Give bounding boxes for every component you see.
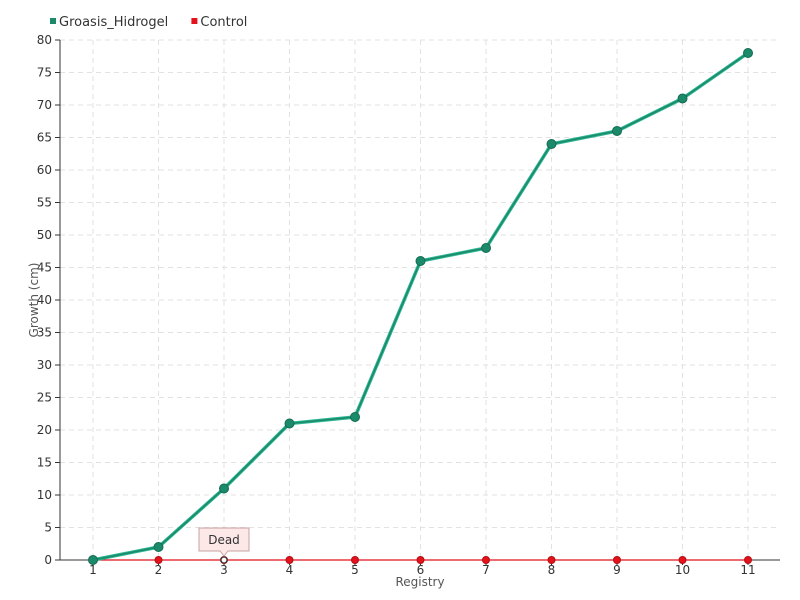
x-tick-label: 6: [417, 563, 425, 577]
legend: Groasis_Hidrogel Control: [50, 15, 247, 30]
annotation-tooltip: Dead: [198, 527, 250, 564]
label-layer: Registry Growth (cm): [27, 263, 445, 589]
x-axis-title: Registry: [395, 575, 444, 589]
legend-swatch: [191, 18, 198, 24]
y-tick-label: 30: [37, 358, 52, 372]
legend-label: Control: [200, 15, 247, 30]
data-point: [743, 48, 753, 58]
x-tick-label: 3: [220, 563, 228, 577]
data-point: [219, 483, 229, 494]
data-point: [677, 93, 688, 104]
y-tick-label: 45: [37, 261, 52, 275]
data-point: [482, 556, 490, 564]
x-tick-label: 10: [675, 563, 690, 577]
x-tick-label: 9: [613, 563, 621, 577]
x-tick-label: 1: [89, 563, 97, 577]
legend-swatch: [50, 18, 56, 24]
y-tick-label: 70: [37, 98, 52, 112]
data-point: [153, 542, 164, 552]
y-tick-label: 15: [37, 456, 52, 470]
data-point: [285, 556, 294, 564]
annotation-layer: Dead: [198, 527, 250, 564]
y-tick-label: 65: [37, 131, 52, 145]
y-tick-label: 0: [44, 553, 52, 567]
y-tick-label: 75: [37, 66, 52, 80]
data-point: [284, 418, 295, 429]
data-point: [678, 556, 687, 564]
tooltip-text: Dead: [208, 533, 240, 547]
data-point: [547, 556, 556, 564]
x-tick-label: 4: [286, 563, 294, 577]
data-point: [415, 256, 426, 266]
x-tick-label: 2: [155, 563, 163, 577]
y-tick-label: 50: [37, 228, 52, 242]
x-tick-label: 7: [482, 563, 490, 577]
x-tick-label: 5: [351, 563, 359, 577]
grid-layer: [60, 39, 780, 560]
data-point: [612, 126, 622, 136]
data-point: [744, 556, 752, 564]
annotation-marker: [220, 556, 228, 564]
data-point: [351, 556, 359, 564]
x-tick-label: 11: [740, 563, 755, 577]
data-point: [154, 556, 163, 564]
data-point: [350, 412, 360, 422]
data-point: [416, 556, 425, 564]
y-tick-label: 25: [37, 391, 52, 405]
data-point: [88, 555, 98, 565]
y-tick-label: 55: [37, 196, 52, 210]
y-tick-label: 60: [37, 163, 52, 177]
y-tick-label: 80: [37, 33, 52, 47]
y-tick-label: 20: [37, 423, 52, 437]
tooltip-box: [198, 527, 250, 557]
x-tick-label: 8: [548, 563, 556, 577]
series-layer: [88, 48, 753, 565]
legend-label: Groasis_Hidrogel: [59, 15, 168, 30]
y-tick-label: 5: [44, 521, 52, 535]
data-point: [613, 556, 621, 564]
data-point: [546, 139, 557, 149]
data-point: [481, 243, 491, 253]
y-tick-label: 10: [37, 488, 52, 502]
y-tick-label: 40: [37, 293, 52, 307]
y-axis-title: Growth (cm): [27, 263, 41, 338]
y-tick-label: 35: [37, 326, 52, 340]
